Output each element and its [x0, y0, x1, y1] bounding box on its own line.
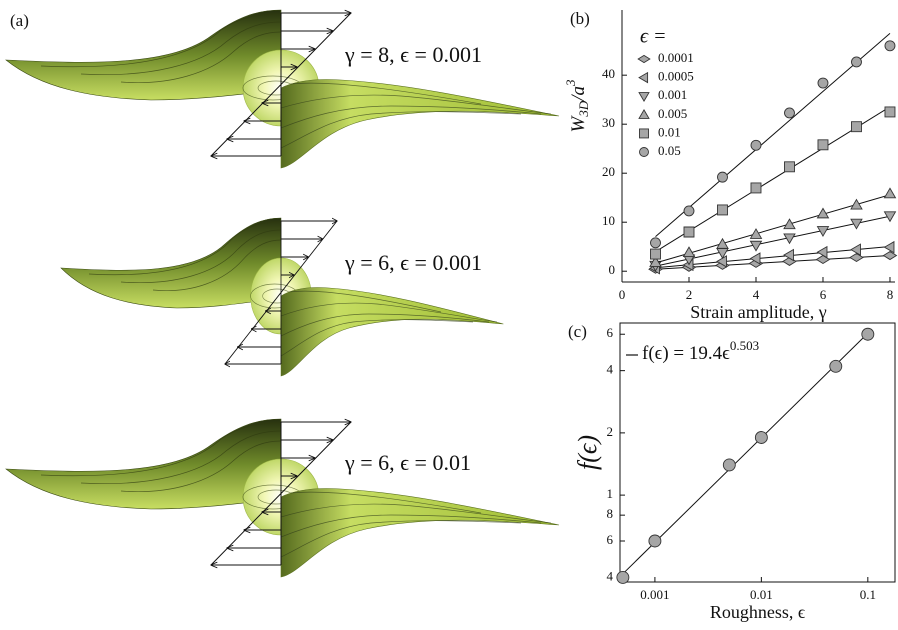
point [818, 78, 828, 88]
legend-marker [639, 93, 649, 102]
point [818, 140, 828, 150]
y-tick-label: 10 [602, 213, 615, 228]
y-tick-label: 4 [607, 362, 614, 377]
point [816, 255, 829, 263]
annotation: f(ϵ) = 19.4ϵ0.503 [642, 338, 759, 364]
point [784, 108, 794, 118]
legend-label: 0.005 [658, 106, 687, 121]
shear-sheet [6, 10, 559, 168]
panel-label: (a) [10, 11, 29, 30]
x-tick-label: 4 [753, 287, 760, 302]
point [750, 229, 761, 239]
point [851, 57, 861, 67]
y-tick-label: 4 [607, 568, 614, 583]
x-tick-label: 0.001 [640, 587, 669, 602]
point [884, 242, 894, 253]
point [617, 571, 629, 583]
point [884, 188, 895, 198]
y-tick-label: 30 [602, 115, 615, 130]
y-tick-label: 6 [607, 325, 614, 340]
x-tick-label: 6 [820, 287, 827, 302]
legend-label: 0.0005 [658, 69, 694, 84]
legend-label: 0.0001 [658, 50, 694, 65]
point [885, 107, 895, 117]
point [885, 41, 895, 51]
point [850, 253, 863, 261]
caption: γ = 8, ϵ = 0.001 [344, 42, 482, 67]
point [784, 162, 794, 172]
point [751, 140, 761, 150]
x-axis-title: Roughness, ϵ [710, 602, 805, 622]
point [723, 459, 735, 471]
point [717, 239, 728, 249]
point [684, 227, 694, 237]
annotation-part: f(ϵ) = 19.4ϵ [642, 343, 730, 364]
point [650, 238, 660, 248]
y-tick-label: 6 [607, 532, 614, 547]
x-axis-title: Strain amplitude, γ [690, 302, 826, 322]
y-axis-title: W3D/a3 [563, 79, 591, 133]
legend-marker [640, 148, 649, 157]
y-axis-title: f(ϵ) [573, 435, 602, 470]
x-tick-label: 0 [619, 287, 626, 302]
x-tick-label: 0.01 [750, 587, 773, 602]
point [851, 200, 862, 210]
y-axis-title-part: 3D [576, 100, 591, 118]
y-tick-label: 40 [602, 66, 615, 81]
legend-marker [639, 110, 649, 119]
point [684, 206, 694, 216]
legend-marker [640, 129, 649, 138]
y-tick-label: 1 [607, 486, 614, 501]
y-axis-title-part: 3 [563, 79, 578, 87]
point [650, 249, 660, 259]
point [862, 328, 874, 340]
y-tick-label: 8 [607, 506, 614, 521]
point [649, 535, 661, 547]
point [851, 122, 861, 132]
legend-label: 0.05 [658, 143, 681, 158]
y-axis-title-part: /a [568, 86, 589, 102]
point [717, 172, 727, 182]
point [830, 360, 842, 372]
y-tick-label: 0 [609, 262, 616, 277]
point [751, 183, 761, 193]
point [755, 431, 767, 443]
legend-label: 0.001 [658, 87, 687, 102]
point [883, 252, 896, 260]
legend-marker [639, 73, 648, 83]
caption: γ = 6, ϵ = 0.01 [344, 450, 471, 475]
figure: (a) γ = 8, ϵ = 0.001 γ = 6, ϵ = 0.001 γ … [0, 0, 898, 630]
panel-label: (c) [568, 322, 587, 341]
point [784, 219, 795, 229]
y-tick-label: 2 [607, 424, 614, 439]
legend-title: ϵ = [640, 26, 667, 48]
point [717, 205, 727, 215]
panel-a: (a) γ = 8, ϵ = 0.001 γ = 6, ϵ = 0.001 γ … [6, 10, 559, 577]
panel-label: (b) [570, 9, 590, 28]
legend-marker [638, 55, 650, 62]
x-tick-label: 0.1 [860, 587, 876, 602]
x-tick-label: 2 [686, 287, 693, 302]
x-tick-label: 8 [887, 287, 894, 302]
caption: γ = 6, ϵ = 0.001 [344, 250, 482, 275]
shear-sheet [61, 218, 503, 376]
legend-label: 0.01 [658, 124, 681, 139]
y-tick-label: 20 [602, 164, 615, 179]
shear-sheet [6, 419, 559, 577]
annotation-part: 0.503 [730, 338, 759, 353]
